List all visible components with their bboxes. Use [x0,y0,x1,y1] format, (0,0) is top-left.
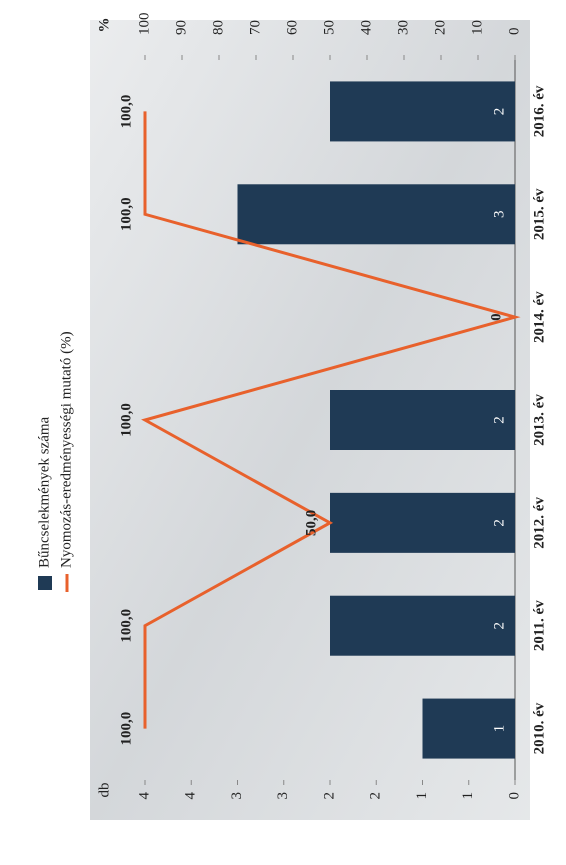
x-tick-label: 2012. év [531,497,547,549]
y-tick-label: 2 [368,792,384,800]
y-tick-label: 2 [321,792,337,800]
bar [422,698,515,759]
bar-value-label: 2 [491,108,507,116]
y2-tick-label: 40 [358,20,374,35]
bar-value-label: 3 [491,211,507,219]
y-axis-label: db [96,783,112,798]
y2-tick-label: 100 [136,13,152,36]
bar [330,81,515,142]
line-value-label: 100,0 [118,609,134,643]
y2-tick-label: 0 [506,28,522,36]
bar [330,492,515,553]
y-tick-label: 3 [275,792,291,800]
y-tick-label: 0 [506,792,522,800]
line-value-label: 100,0 [118,197,134,231]
line [141,111,521,729]
legend-swatch [38,576,52,590]
y-tick-label: 3 [229,792,245,800]
x-tick-label: 2015. év [531,188,547,240]
bar-value-label: 2 [491,416,507,424]
y2-tick-label: 50 [321,20,337,35]
bar [330,595,515,656]
bar-value-label: 2 [491,519,507,527]
bar [330,390,515,450]
x-tick-label: 2013. év [531,394,547,446]
line-value-label: 100,0 [118,95,134,129]
y2-axis-label: % [96,18,112,33]
y2-tick-label: 90 [173,20,189,35]
x-tick-label: 2010. év [531,702,547,754]
x-tick-label: 2016. év [531,85,547,137]
y2-tick-label: 60 [284,20,300,35]
line-value-label: 50,0 [303,510,319,536]
line-value-label: 100,0 [118,712,134,746]
y2-tick-label: 20 [432,20,448,35]
legend-label: Nyomozás-eredményességi mutató (%) [58,331,74,568]
line-value-label: 100,0 [118,403,134,437]
y2-tick-label: 70 [247,20,263,35]
y-tick-label: 1 [414,792,430,800]
y-tick-label: 4 [136,792,152,800]
y-tick-label: 4 [183,792,199,800]
line-value-label: 0 [488,313,504,321]
x-tick-label: 2011. év [531,600,547,651]
y2-tick-label: 10 [469,20,485,35]
legend-label: Bűncselekmények száma [36,416,52,568]
bar-value-label: 2 [491,622,507,630]
rotated-chart: db % 01122334401020304050607080901002010… [36,13,547,800]
bar-value-label: 1 [491,725,507,733]
y2-tick-label: 30 [395,20,411,35]
y2-tick-label: 80 [210,20,226,35]
bar [237,184,515,245]
x-tick-label: 2014. év [531,291,547,343]
y-tick-label: 1 [460,792,476,800]
